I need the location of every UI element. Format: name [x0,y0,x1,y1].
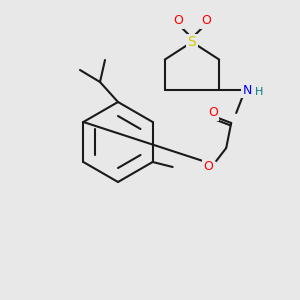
Text: H: H [255,87,264,97]
Text: O: O [208,106,218,119]
Text: N: N [242,83,252,97]
Text: S: S [188,35,196,49]
Text: O: O [201,14,211,28]
Text: O: O [203,160,213,172]
Text: O: O [173,14,183,28]
